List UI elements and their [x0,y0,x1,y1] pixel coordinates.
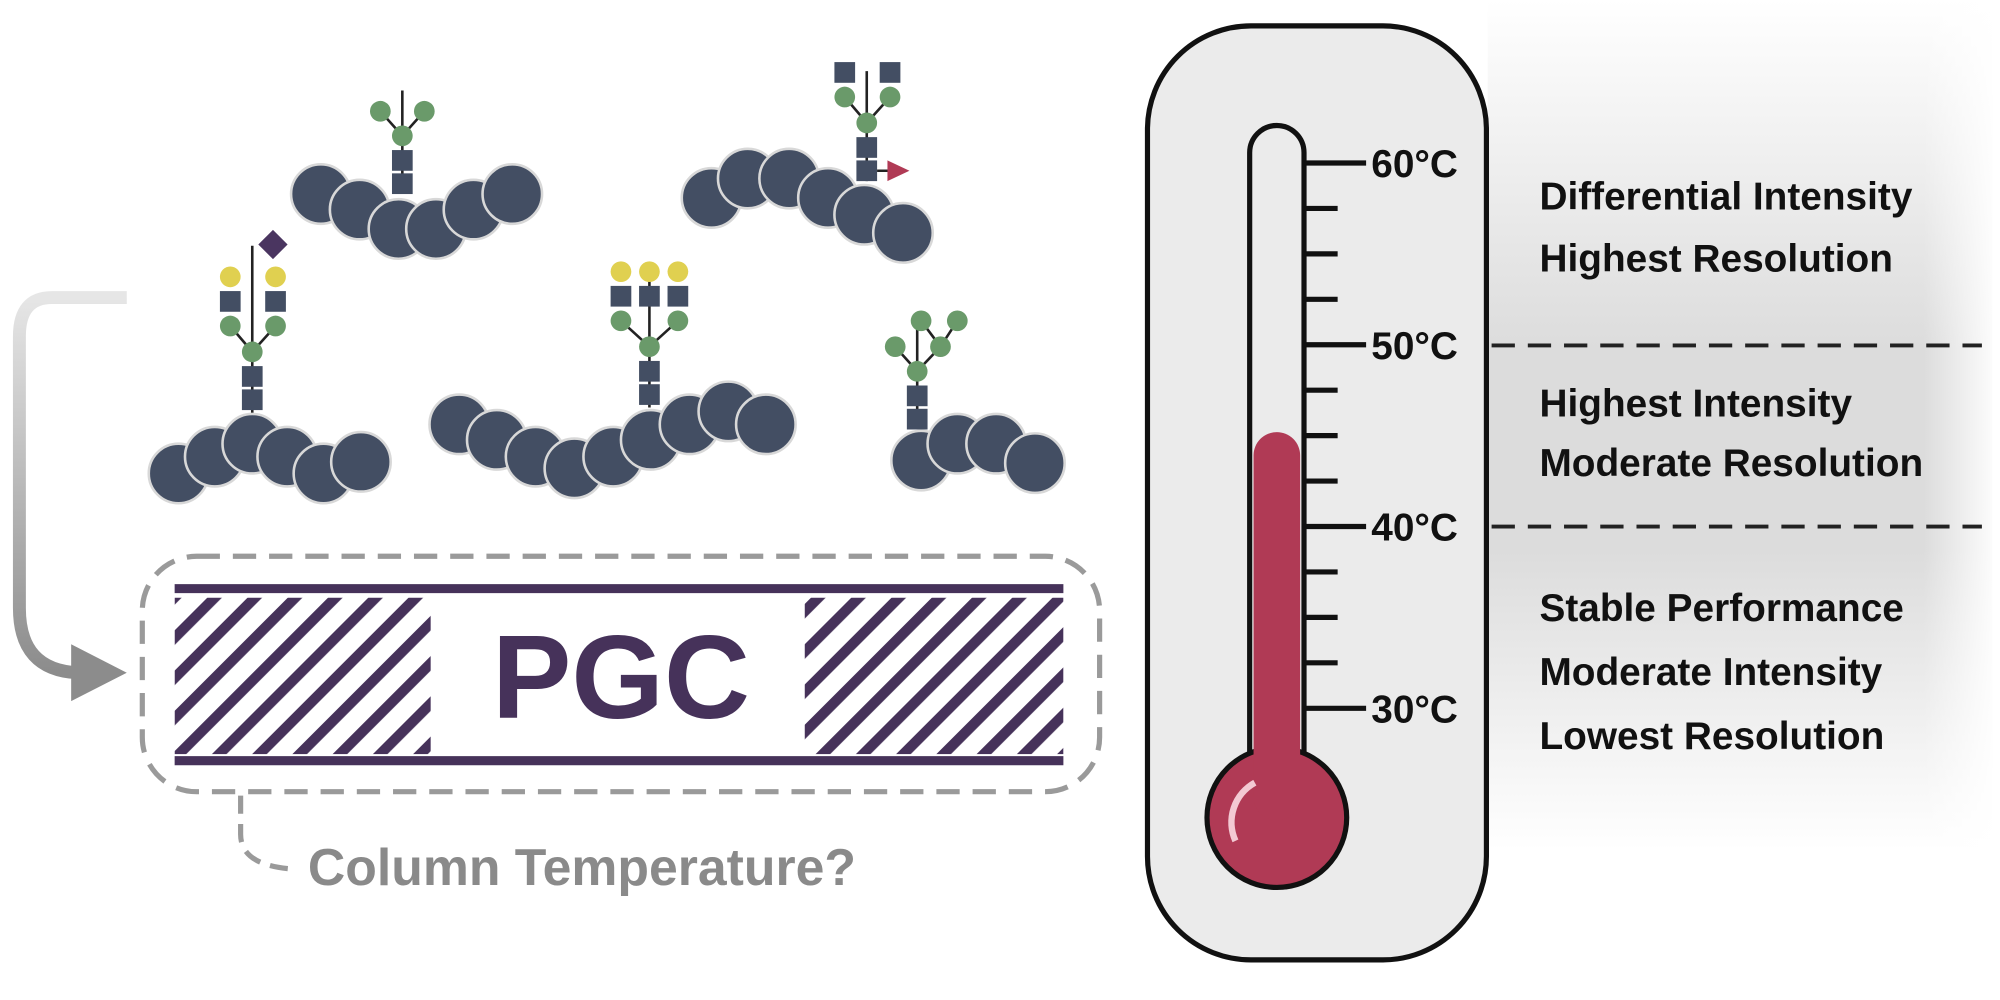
glcnac [856,137,878,158]
hatch [804,597,1064,755]
sugar [610,261,632,283]
sugar [906,360,928,382]
bead [871,201,935,264]
glcnac [906,385,928,407]
scale: 60°C 50°C 40°C 30°C [1304,143,1458,732]
thermometer-body [1144,23,1490,963]
sugar [413,100,435,122]
zone-line: Moderate Resolution [1539,442,1923,485]
glycans [147,62,1066,505]
sugar [910,310,932,332]
tick-label: 50°C [1371,325,1458,368]
sugar [369,100,391,122]
glcnac [856,160,878,182]
glcnac [639,384,660,405]
sugar [241,341,263,363]
sugar [856,112,878,134]
glcnac [219,291,241,312]
zone-texts: Differential Intensity Highest Resolution… [1539,176,1923,758]
mercury [1253,432,1301,821]
glcnac [639,285,660,307]
sugar [879,86,901,108]
zone-line: Moderate Intensity [1539,651,1882,694]
sugar [834,86,856,108]
glcnac [391,150,413,171]
glcnac [906,408,928,430]
bead [329,430,392,493]
glcnac [834,62,856,83]
sugar [219,315,241,337]
zone-line: Lowest Resolution [1539,715,1884,758]
tick-label: 30°C [1371,689,1458,732]
zone-line: Differential Intensity [1539,176,1912,219]
glcnac [241,366,263,387]
sugar [667,310,689,332]
connector [238,795,298,872]
glcnac [667,285,689,307]
sugar [219,266,241,288]
zone-line: Highest Resolution [1539,238,1893,281]
sugar [265,266,286,288]
question: Column Temperature? [308,838,856,896]
glcnac [610,285,632,307]
sugar [930,336,951,358]
zone-line: Stable Performance [1539,587,1903,630]
sialic [258,229,288,260]
column-label: PGC [492,611,750,744]
glcnac [639,360,660,382]
hatch [174,597,431,755]
sugar [391,125,413,147]
glcnac [391,173,413,195]
tick-label: 60°C [1371,143,1458,186]
sugar [265,315,286,337]
flow-arrow [12,291,127,680]
highlight [1228,779,1257,843]
bead [481,163,544,226]
sugar [639,261,660,283]
glcnac [879,62,901,83]
glcnac [265,291,286,312]
tick-label: 40°C [1371,507,1458,550]
sugar [946,310,968,332]
sugar [610,310,632,332]
bead [1003,432,1066,495]
arrow-head [71,644,127,702]
sugar [667,261,689,283]
sugar [639,336,660,358]
column-outline [139,553,1103,795]
glcnac [241,389,263,411]
bead [734,393,797,456]
sugar [884,336,906,358]
panel-fade [1487,0,2000,1000]
zone-line: Highest Intensity [1539,383,1852,426]
fucose [887,160,910,182]
